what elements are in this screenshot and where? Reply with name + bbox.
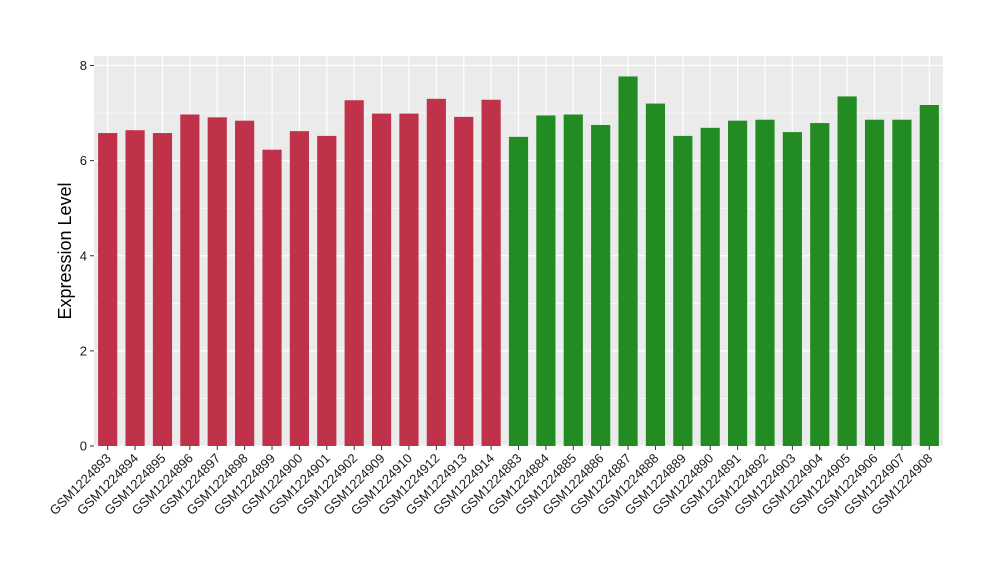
bar — [98, 133, 118, 447]
bar — [125, 130, 145, 446]
bar — [481, 99, 501, 446]
bar — [371, 113, 392, 447]
bar — [700, 127, 720, 446]
bar — [152, 133, 173, 447]
x-axis: GSM1224893GSM1224894GSM1224895GSM1224896… — [46, 446, 935, 518]
bar — [919, 104, 939, 447]
bar — [728, 120, 748, 447]
bar — [645, 103, 666, 446]
y-axis: 0 2 4 6 8 — [80, 58, 94, 454]
bars — [98, 76, 939, 447]
y-tick-label: 2 — [80, 343, 87, 358]
y-tick-label: 4 — [80, 248, 87, 263]
bar — [317, 135, 337, 446]
y-tick-label: 8 — [80, 58, 87, 73]
bar — [426, 98, 446, 447]
bar — [591, 124, 611, 447]
bar — [618, 76, 638, 446]
bar — [508, 136, 529, 447]
bar — [563, 114, 583, 446]
bar — [454, 116, 474, 446]
y-tick-label: 0 — [80, 439, 87, 454]
bar — [673, 135, 693, 446]
bar — [864, 119, 885, 447]
bar — [837, 96, 857, 447]
bar — [262, 149, 282, 446]
y-axis-title: Expression Level — [55, 182, 75, 319]
bar — [344, 100, 364, 447]
bar — [782, 132, 802, 446]
bar — [289, 131, 309, 446]
bar — [536, 115, 556, 446]
y-tick-label: 6 — [80, 153, 87, 168]
bar — [207, 117, 227, 446]
bar — [235, 120, 255, 447]
bar — [810, 123, 830, 446]
bar — [892, 119, 912, 447]
bar — [180, 114, 200, 446]
bar — [399, 113, 419, 447]
bar — [755, 119, 775, 447]
